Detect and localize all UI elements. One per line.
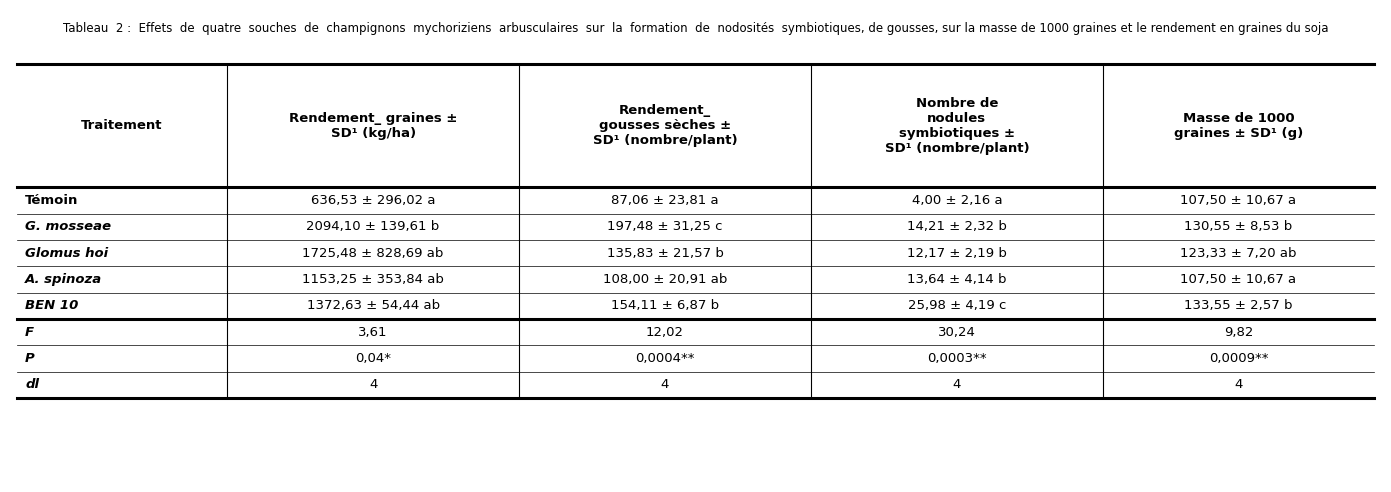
Text: 4: 4 — [1234, 378, 1242, 392]
Text: 30,24: 30,24 — [938, 326, 975, 338]
Text: 4: 4 — [369, 378, 377, 392]
Text: P: P — [25, 352, 35, 365]
Text: BEN 10: BEN 10 — [25, 300, 78, 312]
Text: 107,50 ± 10,67 a: 107,50 ± 10,67 a — [1181, 273, 1296, 286]
Text: 12,02: 12,02 — [645, 326, 684, 338]
Text: 1153,25 ± 353,84 ab: 1153,25 ± 353,84 ab — [302, 273, 444, 286]
Text: 133,55 ± 2,57 b: 133,55 ± 2,57 b — [1184, 300, 1292, 312]
Text: 0,0004**: 0,0004** — [636, 352, 694, 365]
Text: 0,04*: 0,04* — [355, 352, 391, 365]
Text: Traitement: Traitement — [81, 119, 163, 132]
Text: 4: 4 — [953, 378, 961, 392]
Text: dl: dl — [25, 378, 39, 392]
Text: Rendement_ graines ±
SD¹ (kg/ha): Rendement_ graines ± SD¹ (kg/ha) — [289, 112, 458, 140]
Text: F: F — [25, 326, 33, 338]
Text: A. spinoza: A. spinoza — [25, 273, 103, 286]
Text: G. mosseae: G. mosseae — [25, 220, 111, 233]
Text: 12,17 ± 2,19 b: 12,17 ± 2,19 b — [907, 246, 1007, 260]
Text: 13,64 ± 4,14 b: 13,64 ± 4,14 b — [907, 273, 1007, 286]
Text: 636,53 ± 296,02 a: 636,53 ± 296,02 a — [310, 194, 435, 207]
Text: Nombre de
nodules
symbiotiques ±
SD¹ (nombre/plant): Nombre de nodules symbiotiques ± SD¹ (no… — [885, 96, 1029, 154]
Text: 25,98 ± 4,19 c: 25,98 ± 4,19 c — [908, 300, 1006, 312]
Text: 0,0003**: 0,0003** — [926, 352, 986, 365]
Text: 1372,63 ± 54,44 ab: 1372,63 ± 54,44 ab — [306, 300, 440, 312]
Text: 154,11 ± 6,87 b: 154,11 ± 6,87 b — [611, 300, 719, 312]
Text: 1725,48 ± 828,69 ab: 1725,48 ± 828,69 ab — [302, 246, 444, 260]
Text: 4: 4 — [661, 378, 669, 392]
Text: 9,82: 9,82 — [1224, 326, 1253, 338]
Text: 135,83 ± 21,57 b: 135,83 ± 21,57 b — [606, 246, 723, 260]
Text: 14,21 ± 2,32 b: 14,21 ± 2,32 b — [907, 220, 1007, 233]
Text: Masse de 1000
graines ± SD¹ (g): Masse de 1000 graines ± SD¹ (g) — [1174, 112, 1303, 140]
Text: Témoin: Témoin — [25, 194, 78, 207]
Text: Glomus hoi: Glomus hoi — [25, 246, 108, 260]
Text: 197,48 ± 31,25 c: 197,48 ± 31,25 c — [608, 220, 723, 233]
Text: 107,50 ± 10,67 a: 107,50 ± 10,67 a — [1181, 194, 1296, 207]
Text: 4,00 ± 2,16 a: 4,00 ± 2,16 a — [911, 194, 1002, 207]
Text: 0,0009**: 0,0009** — [1209, 352, 1269, 365]
Text: 87,06 ± 23,81 a: 87,06 ± 23,81 a — [611, 194, 719, 207]
Text: 2094,10 ± 139,61 b: 2094,10 ± 139,61 b — [306, 220, 440, 233]
Text: 123,33 ± 7,20 ab: 123,33 ± 7,20 ab — [1181, 246, 1296, 260]
Text: 108,00 ± 20,91 ab: 108,00 ± 20,91 ab — [602, 273, 727, 286]
Text: 130,55 ± 8,53 b: 130,55 ± 8,53 b — [1184, 220, 1292, 233]
Text: Rendement_
gousses sèches ±
SD¹ (nombre/plant): Rendement_ gousses sèches ± SD¹ (nombre/… — [593, 104, 737, 147]
Text: 3,61: 3,61 — [359, 326, 388, 338]
Text: Tableau  2 :  Effets  de  quatre  souches  de  champignons  mychoriziens  arbusc: Tableau 2 : Effets de quatre souches de … — [63, 22, 1328, 35]
